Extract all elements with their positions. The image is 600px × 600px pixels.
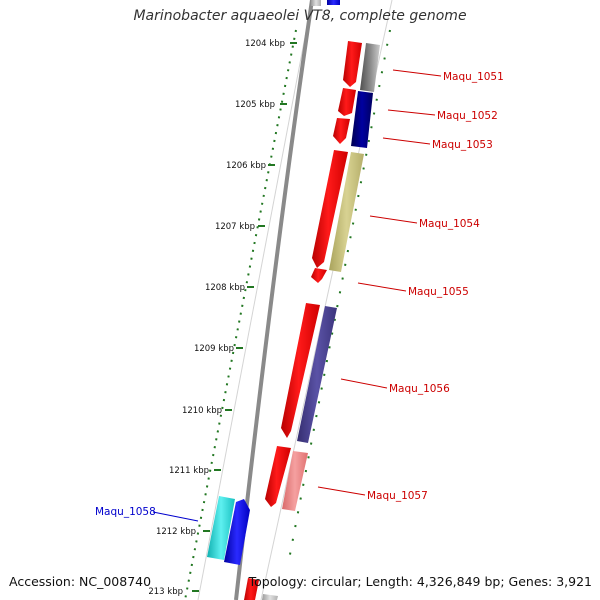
gene-arrow-slate-1056[interactable] (297, 306, 337, 443)
gene-label-maqu-1053[interactable]: Maqu_1053 (432, 139, 493, 151)
gene-label-maqu-1051[interactable]: Maqu_1051 (443, 71, 504, 83)
gene-arrow-maqu-1053[interactable] (333, 118, 350, 144)
gene-arrow-navy-1052[interactable] (351, 91, 373, 148)
gene-label-maqu-1058[interactable]: Maqu_1058 (95, 506, 156, 518)
gene-arrow-maqu-1054[interactable] (312, 150, 348, 268)
callout-line-maqu-1051 (392, 69, 442, 77)
callout-line-maqu-1057 (317, 486, 366, 496)
gene-arrow-maqu-1051[interactable] (343, 41, 362, 87)
tick-label: 1204 kbp (245, 39, 285, 49)
gene-arrow-maqu-1058[interactable] (224, 499, 250, 565)
gene-arrow-cyan-1058[interactable] (207, 496, 235, 560)
tick-label: 213 kbp (148, 587, 183, 597)
callout-line-maqu-1054 (369, 215, 418, 224)
genome-summary-text: Topology: circular; Length: 4,326,849 bp… (248, 574, 592, 589)
gene-arrow-pink-1057[interactable] (282, 451, 308, 511)
scale-axis (184, 29, 297, 600)
gene-label-maqu-1054[interactable]: Maqu_1054 (419, 218, 480, 230)
accession-text: Accession: NC_008740 (9, 574, 152, 589)
tick-label: 1205 kbp (235, 100, 275, 110)
tick-label: 1209 kbp (194, 344, 234, 354)
callout-line-maqu-1052 (387, 109, 436, 116)
scale-ticks (192, 42, 297, 592)
map-title: Marinobacter aquaeolei VT8, complete gen… (133, 8, 467, 24)
tick-label: 1206 kbp (226, 161, 266, 171)
callout-line-maqu-1056 (340, 378, 388, 389)
gene-arrow-partial-top-blue[interactable] (327, 0, 340, 5)
tick-label: 1212 kbp (156, 527, 196, 537)
callout-line-maqu-1053 (382, 137, 431, 145)
gene-arrow-gray-1051[interactable] (360, 43, 380, 92)
callout-line-maqu-1058 (152, 511, 199, 522)
gene-label-maqu-1052[interactable]: Maqu_1052 (437, 110, 498, 122)
tick-label: 1207 kbp (215, 222, 255, 232)
gene-arrow-partial-bottom-gray[interactable] (262, 594, 278, 600)
gene-arrow-maqu-1055[interactable] (311, 268, 327, 283)
gene-arrow-partial-top-gray[interactable] (311, 0, 321, 6)
gene-arrow-khaki-1054[interactable] (329, 152, 364, 272)
tick-label: 1208 kbp (205, 283, 245, 293)
genome-backbone (234, 0, 314, 600)
gene-arrow-maqu-1052[interactable] (338, 88, 356, 116)
tick-label: 1211 kbp (169, 466, 209, 476)
tick-label: 1210 kbp (182, 406, 222, 416)
gene-label-maqu-1055[interactable]: Maqu_1055 (408, 286, 469, 298)
gene-arrow-maqu-1057[interactable] (265, 446, 291, 507)
gene-label-maqu-1056[interactable]: Maqu_1056 (389, 383, 450, 395)
callout-line-maqu-1055 (357, 282, 407, 292)
track-left-edge (197, 0, 313, 600)
gene-label-maqu-1057[interactable]: Maqu_1057 (367, 490, 428, 502)
gene-arrow-partial-bottom-red[interactable] (244, 578, 259, 600)
gene-arrow-maqu-1056[interactable] (281, 303, 320, 438)
